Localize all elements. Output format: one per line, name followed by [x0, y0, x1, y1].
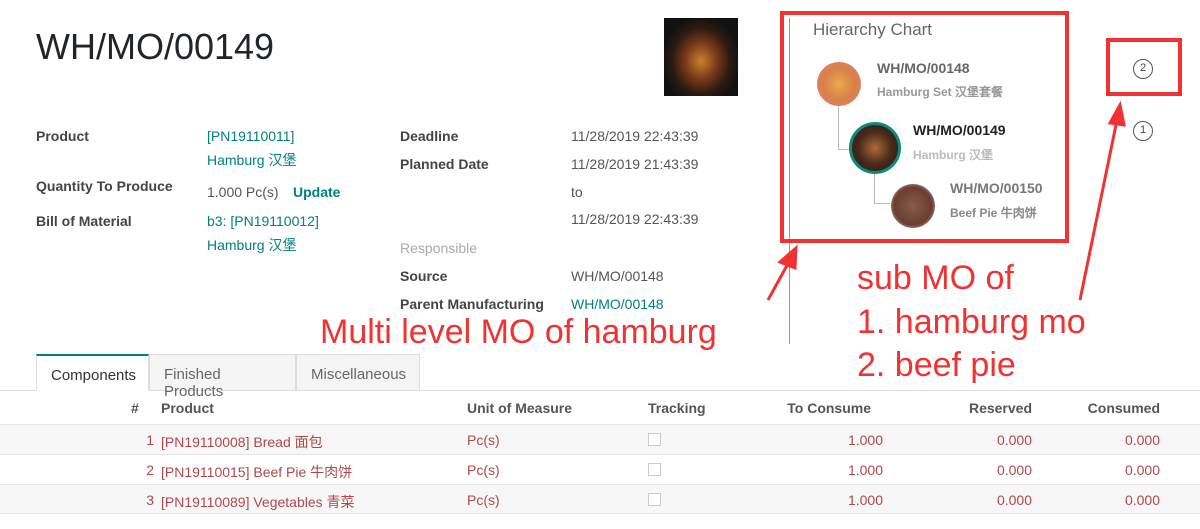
bom-label: Bill of Material: [36, 213, 132, 229]
tab-bar-border: [0, 390, 1200, 391]
node-product-child: Beef Pie 牛肉饼: [950, 206, 1037, 220]
node-product-current: Hamburg 汉堡: [913, 148, 994, 162]
row-to-consume: 1.000: [847, 462, 883, 478]
responsible-label: Responsible: [400, 240, 478, 256]
arrow-head-sub: [1107, 100, 1126, 127]
row-reserved: 0.000: [996, 492, 1032, 508]
tracking-checkbox[interactable]: [648, 433, 661, 446]
qty-value: 1.000 Pc(s): [207, 184, 279, 200]
row-uom: Pc(s): [467, 432, 500, 448]
col-product[interactable]: Product: [161, 400, 214, 416]
row-consumed: 0.000: [1124, 432, 1160, 448]
qty-label: Quantity To Produce: [36, 178, 173, 194]
annotation-sub-3: 2. beef pie: [857, 346, 1016, 384]
table-row[interactable]: 1 [PN19110008] Bread 面包 Pc(s) 1.000 0.00…: [0, 424, 1200, 454]
hierarchy-title: Hierarchy Chart: [813, 20, 933, 39]
col-consumed[interactable]: Consumed: [1087, 400, 1160, 416]
planned-end: 11/28/2019 22:43:39: [571, 211, 699, 227]
product-link[interactable]: [PN19110011]: [207, 128, 295, 144]
annotation-box-hierarchy: [780, 11, 1069, 243]
col-number: #: [131, 400, 139, 416]
node-image-child: [891, 184, 935, 228]
planned-start: 11/28/2019 21:43:39: [571, 156, 699, 172]
table-row[interactable]: 2 [PN19110015] Beef Pie 牛肉饼 Pc(s) 1.000 …: [0, 454, 1200, 484]
update-button[interactable]: Update: [293, 184, 341, 200]
bom-link[interactable]: b3: [PN19110012]: [207, 213, 319, 229]
row-number: 3: [146, 492, 154, 508]
divider: [789, 18, 790, 344]
annotation-multi: Multi level MO of hamburg: [320, 313, 717, 351]
deadline-value: 11/28/2019 22:43:39: [571, 128, 699, 144]
source-value: WH/MO/00148: [571, 268, 664, 284]
node-ref-current[interactable]: WH/MO/00149: [913, 122, 1006, 138]
row-number: 2: [146, 462, 154, 478]
product-label: Product: [36, 128, 89, 144]
col-to-consume[interactable]: To Consume: [787, 400, 871, 416]
arrow-line-multi: [766, 259, 792, 301]
page-title: WH/MO/00149: [36, 26, 275, 67]
row-consumed: 0.000: [1124, 462, 1160, 478]
planned-label: Planned Date: [400, 156, 489, 172]
deadline-label: Deadline: [400, 128, 459, 144]
node-ref-child[interactable]: WH/MO/00150: [950, 180, 1043, 196]
row-to-consume: 1.000: [847, 432, 883, 448]
source-label: Source: [400, 268, 448, 284]
row-uom: Pc(s): [467, 462, 500, 478]
node-image-current: [849, 122, 901, 174]
product-image: [664, 18, 738, 96]
row-number: 1: [146, 432, 154, 448]
node-product-parent: Hamburg Set 汉堡套餐: [877, 85, 1004, 99]
tracking-checkbox[interactable]: [648, 463, 661, 476]
tab-finished-products[interactable]: Finished Products: [149, 354, 296, 400]
table-row[interactable]: 3 [PN19110089] Vegetables 青菜 Pc(s) 1.000…: [0, 484, 1200, 514]
tab-miscellaneous[interactable]: Miscellaneous: [296, 354, 420, 391]
connector: [874, 174, 890, 204]
row-reserved: 0.000: [996, 432, 1032, 448]
parent-label: Parent Manufacturing: [400, 296, 544, 312]
col-reserved[interactable]: Reserved: [968, 400, 1032, 416]
node-ref-parent[interactable]: WH/MO/00148: [877, 60, 970, 76]
count-badge-2[interactable]: 2: [1133, 59, 1153, 79]
row-to-consume: 1.000: [847, 492, 883, 508]
annotation-box-badge: [1106, 38, 1182, 96]
connector: [838, 106, 852, 150]
row-product[interactable]: [PN19110008] Bread 面包: [161, 434, 323, 450]
bom-link-name[interactable]: Hamburg 汉堡: [207, 237, 297, 253]
row-product[interactable]: [PN19110089] Vegetables 青菜: [161, 494, 355, 510]
row-uom: Pc(s): [467, 492, 500, 508]
tab-components[interactable]: Components: [36, 354, 149, 391]
annotation-sub-1: sub MO of: [857, 259, 1014, 297]
row-consumed: 0.000: [1124, 492, 1160, 508]
node-image-parent: [817, 62, 861, 106]
annotation-sub-2: 1. hamburg mo: [857, 303, 1086, 341]
row-reserved: 0.000: [996, 462, 1032, 478]
planned-to: to: [571, 184, 583, 200]
col-tracking[interactable]: Tracking: [648, 400, 706, 416]
col-uom[interactable]: Unit of Measure: [467, 400, 573, 416]
row-product[interactable]: [PN19110015] Beef Pie 牛肉饼: [161, 464, 353, 480]
count-badge-1[interactable]: 1: [1133, 121, 1153, 141]
arrow-head-multi: [777, 244, 798, 271]
product-link-name[interactable]: Hamburg 汉堡: [207, 152, 297, 168]
arrow-line-sub: [1078, 119, 1119, 301]
tracking-checkbox[interactable]: [648, 493, 661, 506]
parent-link[interactable]: WH/MO/00148: [571, 296, 664, 312]
